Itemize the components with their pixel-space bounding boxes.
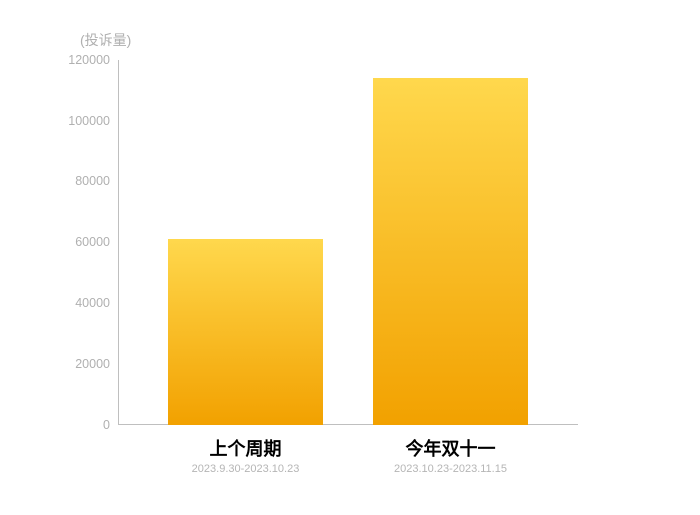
bars-container (118, 60, 578, 425)
y-tick-label: 100000 (40, 114, 110, 128)
y-tick-label: 20000 (40, 357, 110, 371)
category-sub-label: 2023.9.30-2023.10.23 (168, 463, 323, 475)
y-tick-label: 40000 (40, 296, 110, 310)
y-tick-label: 0 (40, 418, 110, 432)
category-block: 今年双十一 2023.10.23-2023.11.15 (373, 435, 528, 475)
y-tick-label: 80000 (40, 174, 110, 188)
plot-area (118, 60, 578, 425)
complaint-bar-chart: (投诉量) 020000400006000080000100000120000 … (0, 0, 700, 515)
y-axis-unit-label: (投诉量) (80, 30, 131, 50)
category-sub-label: 2023.10.23-2023.11.15 (373, 463, 528, 475)
bar (373, 78, 528, 425)
category-main-label: 今年双十一 (373, 435, 528, 461)
category-main-label: 上个周期 (168, 435, 323, 461)
y-tick-label: 120000 (40, 53, 110, 67)
category-block: 上个周期 2023.9.30-2023.10.23 (168, 435, 323, 475)
bar (168, 239, 323, 425)
y-tick-label: 60000 (40, 235, 110, 249)
